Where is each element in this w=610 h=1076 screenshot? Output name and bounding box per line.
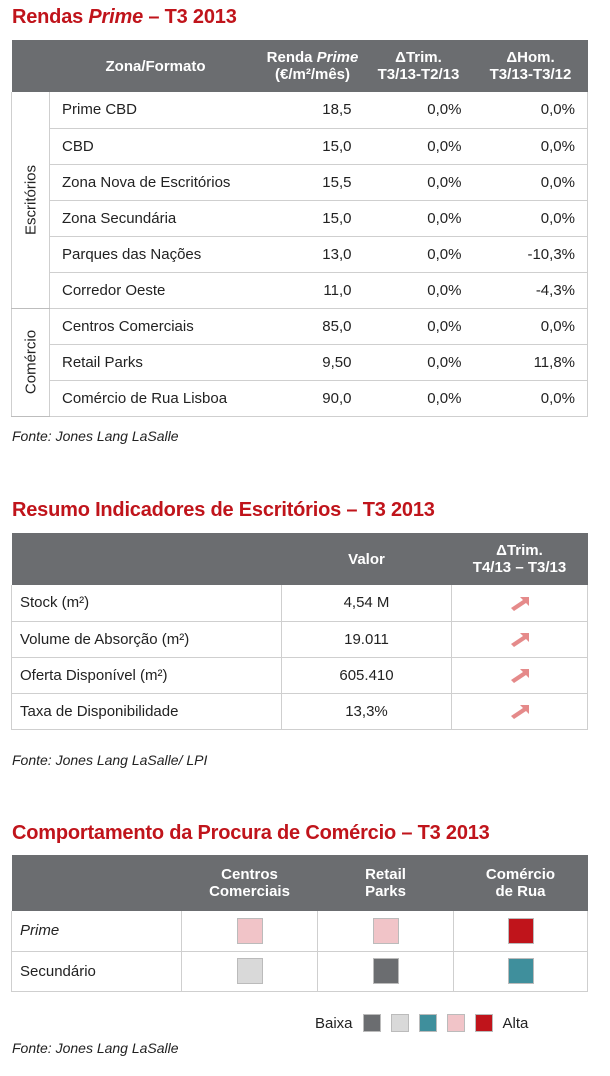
retail-header-row: Centros Comerciais Retail Parks Comércio de… [11,855,588,911]
header-comercio-rua: Comércio de Rua [453,855,588,911]
group-label-retail: Comércio [11,308,50,417]
table-row: Secundário [11,951,588,992]
demand-swatch [236,958,263,984]
demand-legend: Baixa Alta [315,1014,528,1032]
offices-title: Resumo Indicadores de Escritórios – T3 2… [12,499,435,521]
demand-swatch [236,917,263,944]
table-row: Escritórios Prime CBD 18,5 0,0% 0,0% [11,92,588,309]
header-delta: ΔTrim. T4/13 – T3/13 [451,533,588,585]
retail-source: Fonte: Jones Lang LaSalle [12,1040,179,1056]
arrow-up-right-icon [510,705,529,720]
arrow-up-right-icon [510,633,529,648]
table-row: Parques das Nações 13,0 0,0% -10,3% [12,236,588,273]
offices-source: Fonte: Jones Lang LaSalle/ LPI [12,752,208,768]
legend-swatch [446,1014,465,1032]
offices-table: Valor ΔTrim. T4/13 – T3/13 Stock (m²) 4,5… [11,533,588,730]
retail-table: Centros Comerciais Retail Parks Comércio de… [11,855,588,992]
offices-header-row: Valor ΔTrim. T4/13 – T3/13 [11,533,588,585]
legend-swatch [418,1014,437,1032]
arrow-up-right-icon [510,669,529,684]
rents-table: Zona/Formato Renda Prime (€/m²/mês) ΔTrim… [11,40,588,417]
retail-title: Comportamento da Procura de Comércio – T… [12,822,490,844]
rents-source: Fonte: Jones Lang LaSalle [12,428,179,444]
table-row: Comércio Centros Comerciais 85,0 0,0% 0,… [11,308,588,417]
header-yoy: ΔHom. T3/13-T3/12 [473,40,588,92]
group-label-offices: Escritórios [11,92,50,309]
demand-swatch [507,958,534,984]
table-row: Stock (m²) 4,54 M [11,585,588,622]
table-row: Corredor Oeste 11,0 0,0% -4,3% [12,272,588,309]
table-row: Prime [11,911,588,952]
table-row: Taxa de Disponibilidade 13,3% [11,693,588,730]
rents-header-row: Zona/Formato Renda Prime (€/m²/mês) ΔTrim… [11,40,588,92]
legend-swatch [474,1014,493,1032]
header-qoq: ΔTrim. T3/13-T2/13 [363,40,474,92]
legend-swatch [362,1014,381,1032]
demand-swatch [372,917,399,944]
table-row: Comércio de Rua Lisboa 90,0 0,0% 0,0% [12,380,588,417]
header-value: Valor [281,533,452,585]
header-rent: Renda Prime (€/m²/mês) [261,40,364,92]
legend-low-label: Baixa [315,1014,353,1032]
demand-swatch [507,917,534,944]
header-zone: Zona/Formato [49,40,262,92]
table-row: Zona Secundária 15,0 0,0% 0,0% [12,200,588,237]
table-row: CBD 15,0 0,0% 0,0% [12,128,588,165]
legend-swatch [390,1014,409,1032]
table-row: Volume de Absorção (m²) 19.011 [11,621,588,658]
table-row: Oferta Disponível (m²) 605.410 [11,657,588,694]
arrow-up-right-icon [510,596,529,611]
legend-high-label: Alta [502,1014,529,1032]
table-row: Retail Parks 9,50 0,0% 11,8% [12,344,588,381]
rents-title: Rendas Prime – T3 2013 [12,6,237,28]
demand-swatch [372,958,399,984]
header-centros: Centros Comerciais [181,855,318,911]
table-row: Zona Nova de Escritórios 15,5 0,0% 0,0% [12,164,588,201]
header-retail-parks: Retail Parks [317,855,454,911]
